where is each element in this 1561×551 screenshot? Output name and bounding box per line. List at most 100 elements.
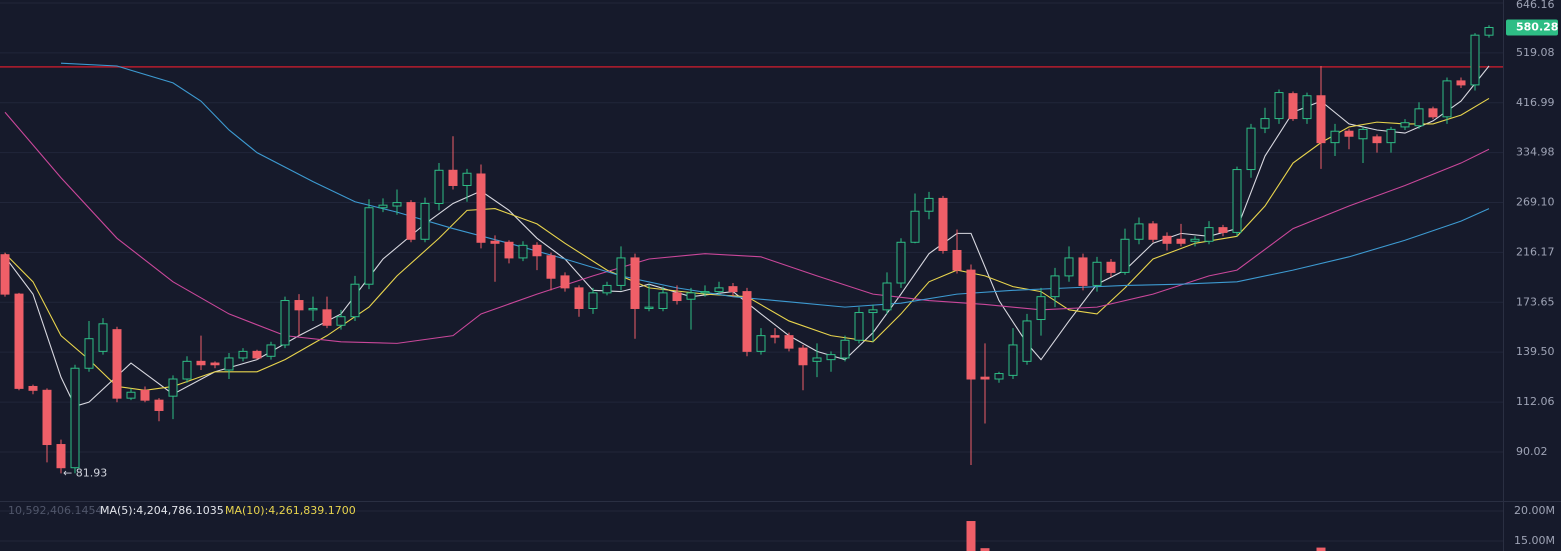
- volume-tick-label: 20.00M: [1514, 504, 1555, 517]
- volume-bar: [980, 548, 990, 551]
- candle-body: [364, 207, 374, 285]
- candle-body: [840, 339, 850, 359]
- candle-body: [1428, 108, 1438, 118]
- candle-body: [1008, 344, 1018, 376]
- candle-body: [966, 269, 976, 380]
- candle-body: [322, 309, 332, 326]
- candle-body: [924, 197, 934, 212]
- candle-body: [1036, 296, 1046, 321]
- candle-body: [1218, 227, 1228, 233]
- candle-body: [938, 197, 948, 251]
- candle-body: [770, 335, 780, 338]
- candle-body: [980, 376, 990, 380]
- candle-body: [476, 173, 486, 243]
- candle-body: [14, 293, 24, 389]
- candle-body: [182, 360, 192, 380]
- candle-body: [868, 309, 878, 314]
- candle-body: [1358, 128, 1368, 140]
- candle-body: [168, 378, 178, 397]
- y-tick-label: 173.65: [1516, 295, 1555, 308]
- candle-body: [1442, 80, 1452, 118]
- y-tick-label: 216.17: [1516, 245, 1555, 258]
- candle-body: [1176, 238, 1186, 244]
- last-price-label: 580.28: [1516, 20, 1558, 33]
- volume-indicator-label: MA(5):4,204,786.1035: [100, 504, 224, 517]
- candle-body: [1316, 95, 1326, 144]
- candle-body: [98, 323, 108, 352]
- candle-body: [42, 389, 52, 446]
- candle-body: [210, 362, 220, 366]
- candle-body: [490, 240, 500, 244]
- candle-body: [994, 373, 1004, 380]
- candle-body: [756, 335, 766, 352]
- candle-body: [1386, 128, 1396, 144]
- y-tick-label: 334.98: [1516, 146, 1555, 159]
- candle-body: [518, 244, 528, 259]
- candle-body: [588, 292, 598, 309]
- candle-body: [616, 257, 626, 286]
- candle-body: [532, 244, 542, 257]
- candle-body: [1484, 26, 1494, 36]
- candle-body: [1400, 122, 1410, 128]
- candle-body: [1050, 275, 1060, 298]
- candle-body: [224, 357, 234, 371]
- candle-body: [1456, 80, 1466, 86]
- y-tick-label: 646.16: [1516, 0, 1555, 11]
- volume-indicator-label: 10,592,406.1454: [8, 504, 102, 517]
- candle-body: [1260, 118, 1270, 129]
- candle-body: [294, 300, 304, 311]
- candle-body: [910, 210, 920, 243]
- candle-body: [630, 257, 640, 309]
- candle-body: [1232, 169, 1242, 233]
- candle-body: [336, 316, 346, 326]
- candle-body: [448, 169, 458, 186]
- candle-body: [1372, 136, 1382, 144]
- candle-body: [728, 286, 738, 293]
- candle-body: [1022, 320, 1032, 362]
- candle-body: [1078, 257, 1088, 286]
- candle-body: [1414, 108, 1424, 127]
- candle-body: [126, 391, 136, 399]
- candle-body: [1330, 130, 1340, 144]
- candle-body: [28, 385, 38, 391]
- last-price-box: [1506, 19, 1558, 36]
- candle-body: [1120, 238, 1130, 273]
- candle-body: [350, 283, 360, 318]
- candle-body: [504, 241, 514, 259]
- candle-body: [196, 360, 206, 366]
- y-tick-label: 139.50: [1516, 345, 1555, 358]
- candle-body: [420, 202, 430, 240]
- candle-body: [0, 254, 10, 295]
- candle-body: [714, 287, 724, 293]
- candle-body: [70, 367, 80, 469]
- y-tick-label: 519.08: [1516, 46, 1555, 59]
- candle-body: [854, 312, 864, 341]
- ma-line: [60, 62, 1490, 308]
- candle-body: [280, 300, 290, 346]
- candle-body: [1344, 130, 1354, 137]
- candle-body: [1288, 93, 1298, 120]
- candle-body: [1190, 238, 1200, 242]
- candle-body: [574, 287, 584, 309]
- candle-body: [742, 291, 752, 352]
- candle-body: [378, 204, 388, 209]
- ma-line: [4, 97, 1490, 391]
- candle-body: [308, 307, 318, 311]
- candle-body: [812, 357, 822, 362]
- candle-body: [462, 172, 472, 186]
- y-tick-label: 269.10: [1516, 196, 1555, 209]
- candle-body: [1204, 227, 1214, 242]
- candle-body: [882, 282, 892, 311]
- candle-body: [1162, 235, 1172, 244]
- candle-body: [798, 347, 808, 366]
- candle-body: [602, 284, 612, 294]
- ma-line: [4, 111, 1490, 344]
- candle-body: [112, 329, 122, 399]
- candle-body: [686, 292, 696, 300]
- candle-body: [56, 444, 66, 469]
- candle-body: [266, 344, 276, 357]
- candle-body: [1106, 261, 1116, 273]
